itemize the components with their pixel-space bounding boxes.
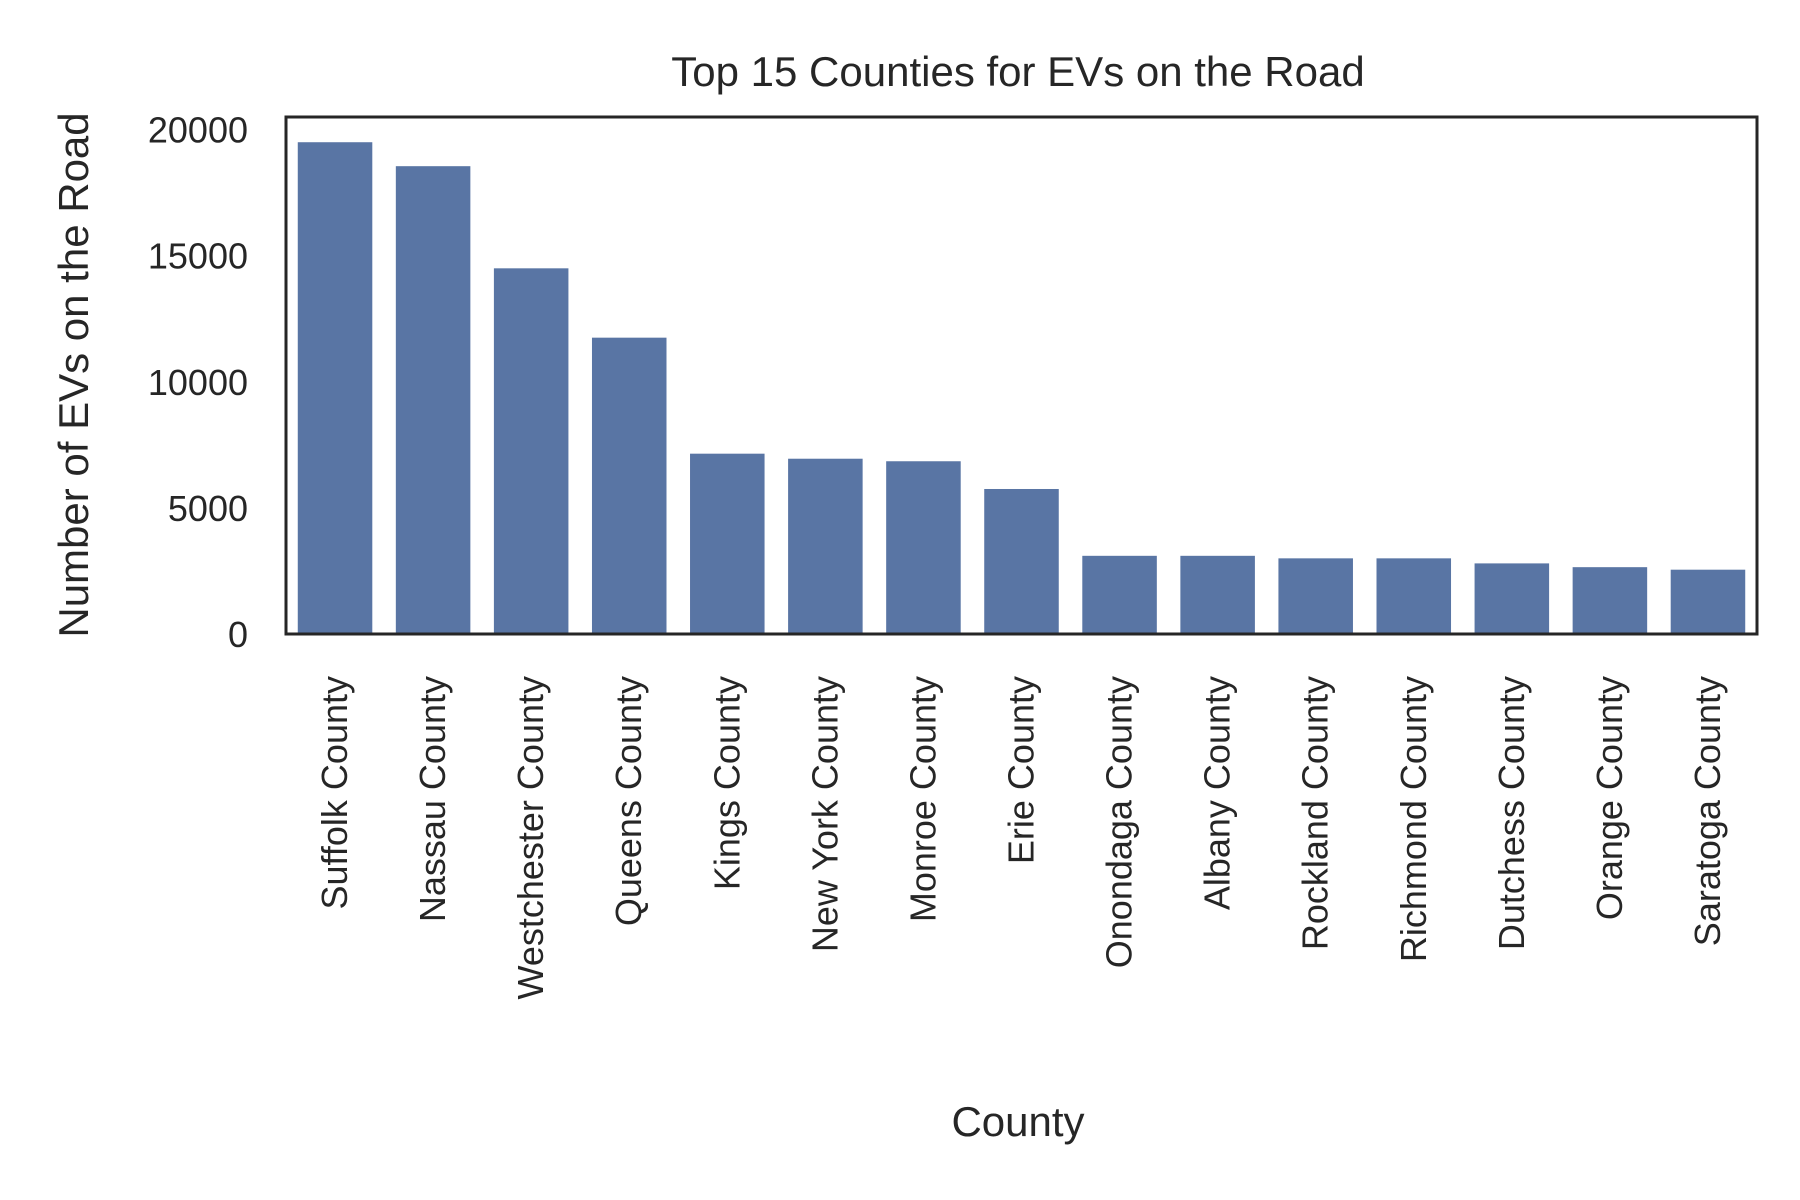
bar-saratoga-county (1670, 569, 1746, 634)
x-tick-label: Westchester County (510, 676, 551, 999)
x-tick-label: Monroe County (902, 676, 943, 922)
y-axis-label: Number of EVs on the Road (50, 112, 97, 637)
x-tick-label: New York County (804, 676, 845, 952)
x-tick-label: Erie County (1001, 676, 1042, 864)
bar-rockland-county (1278, 558, 1353, 634)
x-tick-label: Saratoga County (1687, 676, 1728, 946)
x-tick-label: Onondaga County (1099, 676, 1140, 968)
y-tick-label: 20000 (148, 110, 248, 151)
bar-richmond-county (1376, 558, 1452, 634)
bar-suffolk-county (297, 142, 373, 634)
y-tick-label: 0 (228, 614, 248, 655)
x-tick-label: Richmond County (1393, 676, 1434, 962)
bar-nassau-county (395, 166, 471, 634)
y-axis-ticks: 0 5000 10000 15000 20000 (148, 110, 248, 655)
bars-group (297, 142, 1746, 634)
bar-kings-county (690, 453, 765, 634)
plot-frame (284, 115, 1759, 636)
x-tick-label: Suffolk County (314, 676, 355, 909)
y-tick-label: 5000 (168, 488, 248, 529)
bar-orange-county (1572, 567, 1648, 634)
x-tick-label: Orange County (1589, 676, 1630, 920)
x-tick-label: Nassau County (412, 676, 453, 922)
bar-dutchess-county (1474, 563, 1550, 634)
bar-queens-county (591, 337, 667, 634)
bar-monroe-county (886, 461, 961, 634)
y-tick-label: 15000 (148, 236, 248, 277)
y-tick-label: 10000 (148, 362, 248, 403)
x-axis-label: County (951, 1098, 1084, 1145)
x-tick-label: Albany County (1197, 676, 1238, 910)
bar-new-york-county (788, 458, 863, 634)
bar-albany-county (1180, 555, 1255, 634)
bar-westchester-county (493, 268, 569, 634)
bar-erie-county (984, 488, 1059, 634)
chart-title: Top 15 Counties for EVs on the Road (671, 48, 1364, 95)
x-tick-label: Queens County (608, 676, 649, 926)
x-tick-label: Dutchess County (1491, 676, 1532, 950)
x-tick-label: Kings County (706, 676, 747, 890)
x-axis-ticks: Suffolk County Nassau County Westchester C… (314, 676, 1728, 999)
x-tick-label: Rockland County (1295, 676, 1336, 950)
bar-onondaga-county (1082, 555, 1157, 634)
